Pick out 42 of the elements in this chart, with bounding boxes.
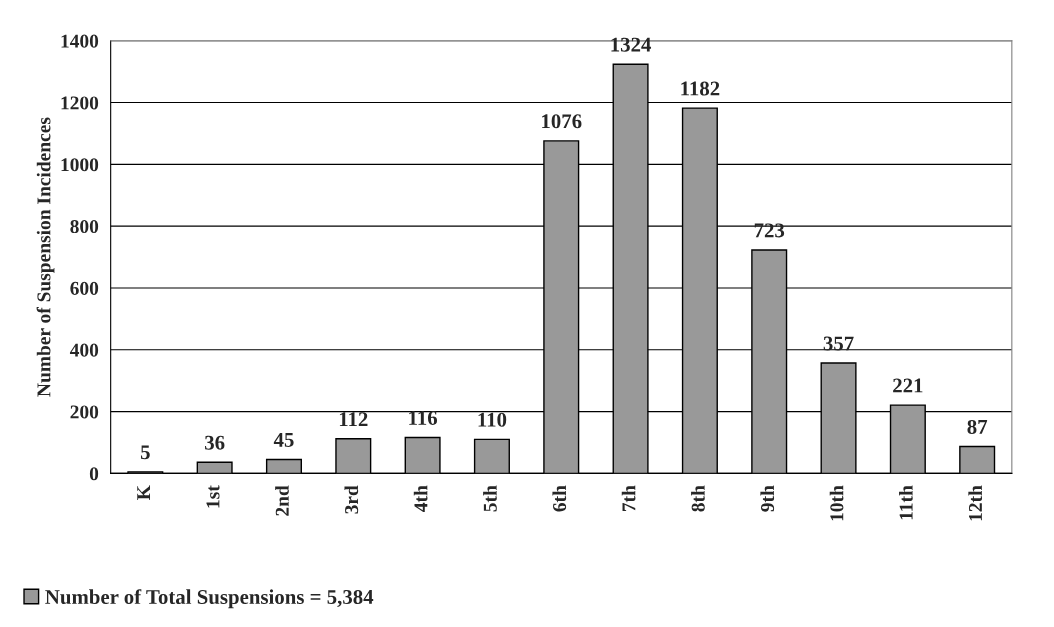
x-tick-label: 12th <box>968 485 983 521</box>
y-tick-label: 800 <box>70 219 99 234</box>
data-label: 116 <box>409 410 438 425</box>
x-tick-label: 4th <box>413 485 428 512</box>
legend-label: Number of Total Suspensions = 5,384 <box>45 589 374 609</box>
data-label: 357 <box>823 336 854 351</box>
data-label: 36 <box>205 435 225 450</box>
bar <box>335 438 372 474</box>
data-label: 723 <box>754 223 785 238</box>
x-tick-label: 11th <box>899 485 913 520</box>
bar <box>265 458 302 474</box>
y-tick-label: 1200 <box>61 96 99 110</box>
y-tick-label: 600 <box>70 281 99 295</box>
data-label: 1076 <box>542 114 582 129</box>
x-tick-label: 10th <box>829 485 844 521</box>
y-tick-label: 200 <box>70 405 99 419</box>
x-tick-label: 7th <box>621 485 636 512</box>
data-label: 1324 <box>611 37 652 52</box>
data-label: 87 <box>967 419 988 434</box>
y-tick-label: 400 <box>69 343 99 357</box>
data-label: 45 <box>273 432 294 447</box>
y-tick-label: 1400 <box>61 34 99 48</box>
data-label: 112 <box>339 412 368 426</box>
bar <box>959 445 996 474</box>
x-tick-label: 5th <box>483 485 497 512</box>
data-label: 5 <box>140 445 150 460</box>
data-label: 1182 <box>681 81 720 96</box>
x-tick-label: 8th <box>691 485 705 512</box>
x-tick-label: 2nd <box>275 485 289 516</box>
bar <box>196 461 233 474</box>
x-tick-label: K <box>137 485 151 500</box>
bar <box>404 436 441 474</box>
x-tick-label: 1st <box>206 485 220 508</box>
x-tick-label: 3rd <box>344 485 359 514</box>
x-tick-label: 6th <box>552 485 567 512</box>
x-tick-label: 9th <box>760 485 775 512</box>
data-label: 221 <box>893 378 923 393</box>
y-tick-label: 0 <box>89 467 99 481</box>
data-label: 110 <box>478 412 507 427</box>
y-axis-title: Number of Suspension Incidences <box>36 117 55 397</box>
y-tick-label: 1000 <box>61 158 99 172</box>
bar <box>473 438 510 474</box>
